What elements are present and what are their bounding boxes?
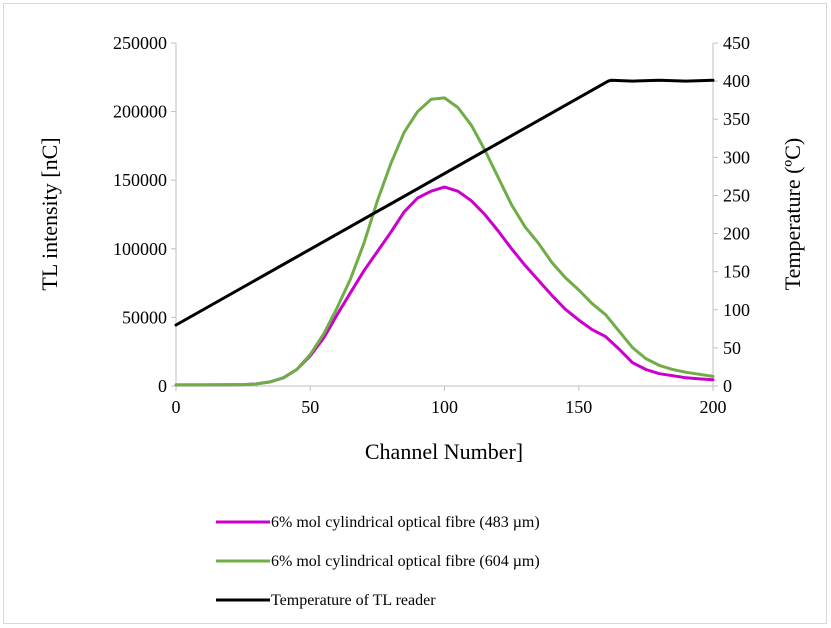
series-line-0 — [174, 185, 715, 387]
chart-area — [3, 3, 827, 624]
y-right-tick-label: 350 — [723, 109, 750, 129]
y-right-tick-label: 50 — [723, 338, 741, 358]
x-tick-label: 50 — [301, 397, 319, 417]
y-axis-left-title: TL intensity [nC] — [37, 137, 62, 290]
y-left-tick-label: 200000 — [113, 102, 167, 122]
y-right-tick-label: 400 — [723, 71, 750, 91]
legend-label: 6% mol cylindrical optical fibre (604 µm… — [271, 553, 540, 570]
y-right-tick-label: 450 — [723, 33, 750, 53]
y-axis-right-title: Temperature (ºC) — [780, 138, 805, 291]
y-left-tick-label: 150000 — [113, 170, 167, 190]
series-line-1 — [174, 96, 715, 387]
y-right-tick-label: 300 — [723, 147, 750, 167]
y-left-tick-label: 100000 — [113, 239, 167, 259]
legend-item: 6% mol cylindrical optical fibre (604 µm… — [216, 553, 540, 570]
y-left-tick-label: 0 — [158, 376, 167, 396]
y-right-tick-label: 100 — [723, 300, 750, 320]
x-tick-label: 100 — [431, 397, 458, 417]
x-tick-label: 150 — [565, 397, 592, 417]
axes — [171, 42, 718, 391]
y-right-tick-label: 150 — [723, 262, 750, 282]
tick-labels: 0 50 100 150 2000500001000001500002000002500… — [113, 33, 750, 417]
y-left-tick-label: 250000 — [113, 33, 167, 53]
x-tick-label: 0 — [172, 397, 181, 417]
y-right-tick-label: 200 — [723, 224, 750, 244]
legend-label: Temperature of TL reader — [271, 592, 436, 609]
series-lines — [174, 78, 715, 387]
x-tick-label: 200 — [700, 397, 727, 417]
y-right-tick-label: 0 — [723, 376, 732, 396]
x-axis-title: Channel Number] — [365, 439, 523, 464]
y-left-tick-label: 50000 — [122, 307, 167, 327]
legend-label: 6% mol cylindrical optical fibre (483 µm… — [271, 514, 540, 531]
legend-item: 6% mol cylindrical optical fibre (483 µm… — [216, 514, 540, 531]
legend-item: Temperature of TL reader — [216, 592, 436, 609]
legend: 6% mol cylindrical optical fibre (483 µm… — [216, 514, 540, 609]
y-right-tick-label: 250 — [723, 185, 750, 205]
series-line-2 — [174, 78, 715, 327]
